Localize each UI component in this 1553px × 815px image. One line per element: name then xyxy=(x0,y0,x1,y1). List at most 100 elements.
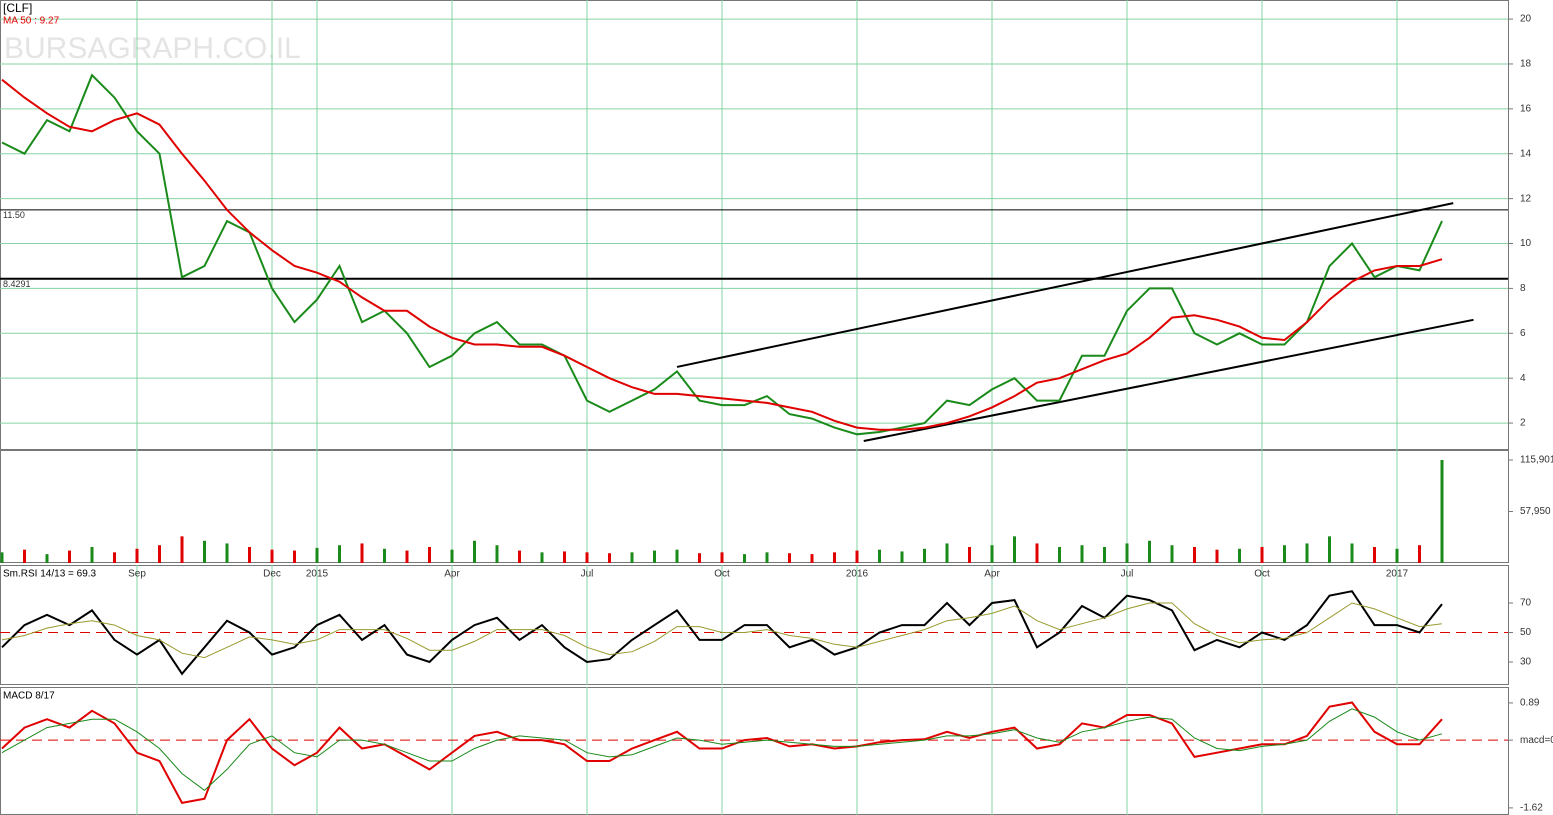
volume-bar xyxy=(1170,545,1174,563)
volume-bar xyxy=(945,543,949,563)
volume-bar xyxy=(563,551,566,563)
horizontal-line-label: 11.50 xyxy=(3,210,25,220)
volume-bar xyxy=(1148,540,1151,563)
panel-title: Sm.RSI 14/13 = 69.3 xyxy=(3,569,97,580)
y-tick-label: 20 xyxy=(1520,14,1532,25)
volume-bar xyxy=(923,548,926,563)
volume-bar xyxy=(990,545,994,563)
volume-bar xyxy=(1305,543,1309,563)
volume-bar xyxy=(1193,547,1196,563)
x-tick-label: Oct xyxy=(1254,569,1270,580)
y-tick-label: 12 xyxy=(1520,193,1532,204)
x-tick-label: Apr xyxy=(984,569,1000,580)
series-line xyxy=(1,78,1443,431)
y-tick-label: 70 xyxy=(1520,598,1532,609)
series-line xyxy=(1,602,1443,659)
x-tick-label: Oct xyxy=(714,569,730,580)
volume-bar xyxy=(248,547,251,563)
x-tick-label: 2015 xyxy=(306,569,329,580)
y-tick-label: 2 xyxy=(1520,418,1526,429)
y-tick-label: 8 xyxy=(1520,283,1526,294)
volume-bar xyxy=(788,553,791,563)
y-tick-label: 0.89 xyxy=(1520,698,1540,709)
volume-bar xyxy=(653,550,656,563)
volume-bar xyxy=(1440,459,1444,563)
volume-bar xyxy=(878,549,881,563)
y-tick-label: 14 xyxy=(1520,148,1532,159)
volume-bar xyxy=(630,552,634,563)
volume-bar xyxy=(203,540,206,563)
volume-bar xyxy=(1328,536,1331,563)
legend-entry: MA 50 : 9.27 xyxy=(3,16,60,27)
volume-bar xyxy=(1350,543,1354,563)
x-tick-label: Dec xyxy=(263,569,281,580)
volume-bar xyxy=(68,550,71,563)
volume-bar xyxy=(855,550,859,563)
y-tick-label: 18 xyxy=(1520,59,1532,70)
volume-bar xyxy=(743,554,746,563)
volume-bar xyxy=(113,552,116,563)
y-tick-label: macd=0 xyxy=(1520,735,1553,746)
volume-bar xyxy=(675,549,679,563)
volume-bar xyxy=(810,554,814,563)
volume-bar xyxy=(540,552,544,563)
volume-bar xyxy=(428,547,431,563)
volume-bar xyxy=(1260,547,1264,563)
x-tick-label: Sep xyxy=(128,569,146,580)
x-tick-label: Jul xyxy=(1121,569,1134,580)
volume-bar xyxy=(1035,543,1039,563)
panel-frame xyxy=(0,0,1509,450)
volume-bar xyxy=(270,549,274,563)
trendline xyxy=(676,202,1454,368)
watermark: BURSAGRAPH.CO.IL xyxy=(4,32,301,65)
trendline xyxy=(863,318,1474,443)
volume-bar xyxy=(450,549,454,563)
volume-bar xyxy=(720,552,724,563)
volume-bar xyxy=(225,543,229,563)
volume-bar xyxy=(0,552,4,563)
y-tick-label: 16 xyxy=(1520,103,1532,114)
volume-bar xyxy=(1013,536,1016,563)
x-tick-label: 2016 xyxy=(846,569,869,580)
volume-bar xyxy=(900,551,904,563)
volume-bar xyxy=(315,547,319,563)
volume-bar xyxy=(338,545,341,563)
volume-bar xyxy=(698,553,701,563)
y-tick-label: 115,901 xyxy=(1520,455,1553,466)
x-tick-label: 2017 xyxy=(1386,569,1409,580)
volume-bar xyxy=(293,550,296,563)
volume-bar xyxy=(608,553,611,563)
volume-bar xyxy=(1238,548,1241,563)
volume-bar xyxy=(585,552,589,563)
volume-bar xyxy=(968,547,971,563)
volume-bar xyxy=(158,545,161,563)
y-tick-label: 57,950 xyxy=(1520,506,1551,517)
volume-bar xyxy=(1080,545,1084,563)
panel-frame xyxy=(0,450,1509,563)
series-line xyxy=(1,590,1443,676)
volume-bar xyxy=(473,540,476,563)
volume-bar xyxy=(1058,547,1061,563)
volume-bar xyxy=(833,552,836,563)
y-tick-label: 50 xyxy=(1520,627,1532,638)
x-tick-label: Jul xyxy=(581,569,594,580)
series-line xyxy=(1,708,1443,791)
y-tick-label: 6 xyxy=(1520,328,1526,339)
series-line xyxy=(1,701,1443,805)
volume-bar xyxy=(360,543,364,563)
volume-bar xyxy=(1283,545,1286,563)
volume-bar xyxy=(1395,548,1399,563)
volume-bar xyxy=(1103,547,1106,563)
volume-bar xyxy=(518,550,521,563)
panel-title: [CLF] xyxy=(3,1,32,15)
panel-title: MACD 8/17 xyxy=(3,691,55,702)
volume-bar xyxy=(180,536,184,563)
volume-bar xyxy=(45,554,49,563)
y-tick-label: 4 xyxy=(1520,373,1526,384)
volume-bar xyxy=(1215,549,1219,563)
volume-bar xyxy=(90,547,94,563)
series-line xyxy=(1,73,1443,436)
y-tick-label: 10 xyxy=(1520,238,1532,249)
volume-bar xyxy=(1418,545,1421,563)
